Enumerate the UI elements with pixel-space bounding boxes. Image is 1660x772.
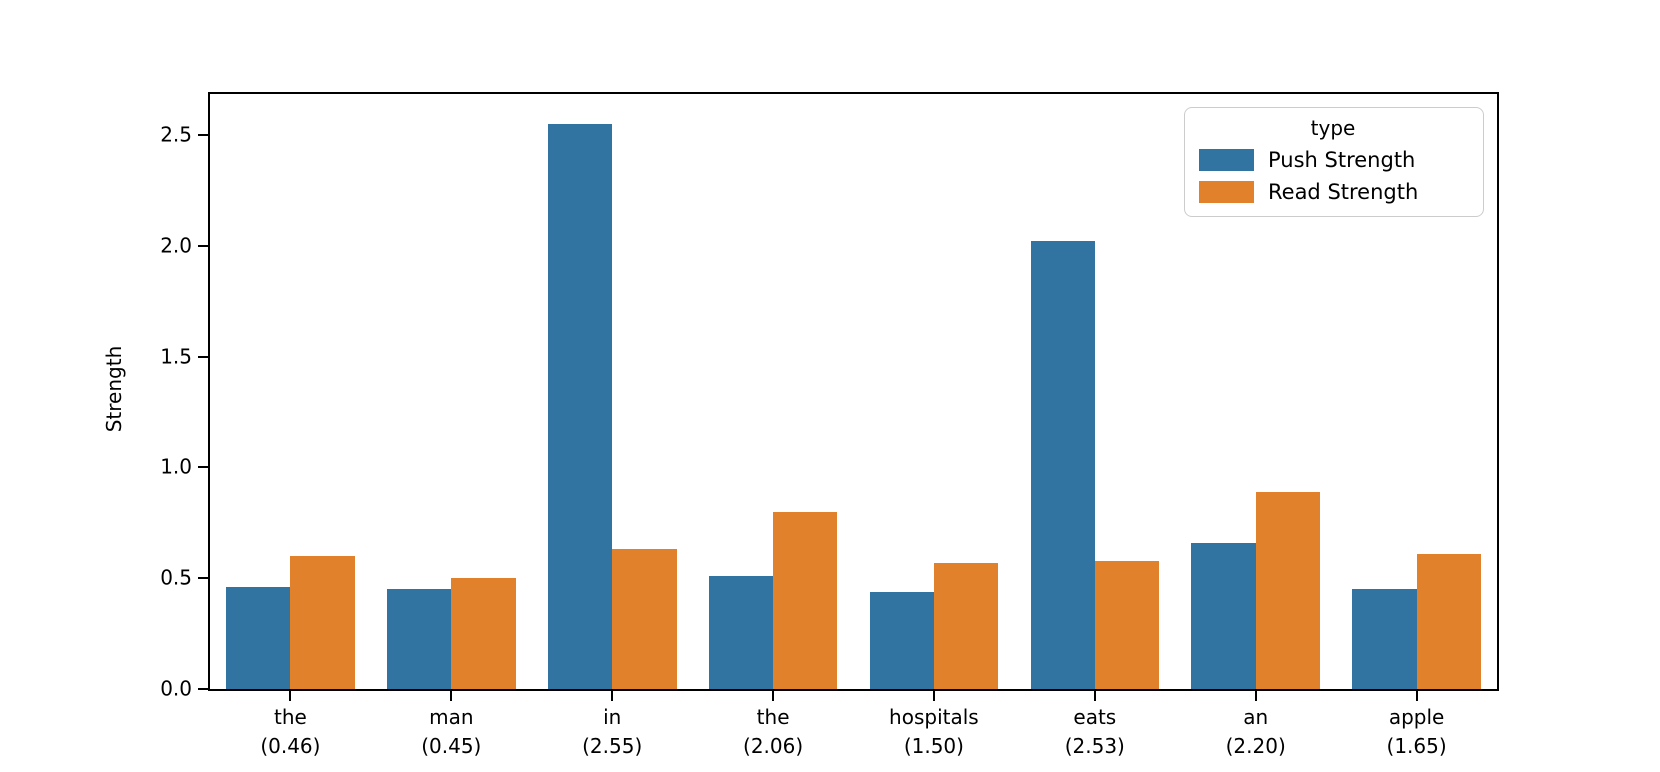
y-axis-label: Strength: [102, 345, 126, 433]
read-strength-bar-apple-7: [1416, 553, 1481, 689]
x-tick-label-the-3: the (2.06): [743, 703, 803, 761]
read-strength-bar-man-1: [451, 578, 516, 689]
category-word: the: [756, 705, 790, 729]
category-word: man: [429, 705, 474, 729]
push-strength-bar-an-6: [1191, 542, 1256, 689]
y-tick-label-0.0: 0.0: [160, 676, 192, 701]
push-strength-bar-the-0: [226, 587, 291, 689]
x-tick-mark-an-6: [1254, 691, 1257, 701]
x-tick-mark-man-1: [450, 691, 453, 701]
read-strength-bar-the-3: [773, 511, 838, 689]
y-tick-mark-0.5: [198, 577, 208, 580]
read-strength-bar-the-0: [290, 556, 355, 689]
read-strength-bar-hospitals-4: [933, 562, 999, 689]
x-tick-mark-eats-5: [1093, 691, 1096, 701]
x-tick-label-apple-7: apple (1.65): [1387, 703, 1447, 761]
x-tick-label-hospitals-4: hospitals (1.50): [889, 703, 979, 761]
y-tick-label-2.0: 2.0: [160, 233, 192, 258]
y-tick-label-1.5: 1.5: [160, 344, 192, 369]
legend-entry-push-strength: Push Strength: [1199, 148, 1467, 172]
category-word: an: [1243, 705, 1269, 729]
category-value: (0.45): [421, 734, 482, 758]
category-value: (1.50): [903, 734, 964, 758]
push-strength-bar-in-2: [547, 123, 613, 689]
push-strength-swatch: [1199, 149, 1254, 171]
category-value: (2.06): [743, 734, 804, 758]
plot-area: type Push Strength Read Strength 0.0 0.5 1…: [160, 92, 1499, 758]
category-value: (0.46): [260, 734, 321, 758]
x-tick-label-in-2: in (2.55): [582, 703, 642, 761]
push-strength-bar-hospitals-4: [869, 591, 934, 689]
read-strength-bar-an-6: [1255, 491, 1321, 689]
legend-title: type: [1310, 116, 1356, 140]
x-tick-label-eats-5: eats (2.53): [1065, 703, 1125, 761]
x-tick-mark-the-0: [289, 691, 292, 701]
y-tick-mark-1.0: [198, 466, 208, 469]
category-value: (1.65): [1386, 734, 1447, 758]
category-word: hospitals: [889, 705, 979, 729]
push-strength-bar-apple-7: [1352, 589, 1417, 689]
y-tick-label-1.0: 1.0: [160, 454, 192, 479]
push-strength-bar-the-3: [708, 576, 774, 689]
legend-entry-read-strength: Read Strength: [1199, 180, 1467, 204]
y-tick-mark-1.5: [198, 355, 208, 358]
x-tick-label-an-6: an (2.20): [1226, 703, 1286, 761]
x-tick-mark-hospitals-4: [932, 691, 935, 701]
push-strength-bar-eats-5: [1030, 241, 1095, 689]
category-word: apple: [1388, 705, 1445, 729]
read-strength-bar-in-2: [612, 549, 677, 689]
category-value: (2.20): [1225, 734, 1286, 758]
y-tick-label-0.5: 0.5: [160, 565, 192, 590]
x-tick-label-man-1: man (0.45): [421, 703, 481, 761]
category-value: (2.53): [1064, 734, 1125, 758]
category-word: in: [603, 705, 622, 729]
legend: type Push Strength Read Strength: [1184, 107, 1484, 217]
x-tick-label-the-0: the (0.46): [260, 703, 320, 761]
x-tick-mark-apple-7: [1415, 691, 1418, 701]
y-tick-mark-2.0: [198, 244, 208, 247]
push-strength-bar-man-1: [387, 589, 452, 689]
category-word: the: [273, 705, 307, 729]
category-value: (2.55): [582, 734, 643, 758]
read-strength-bar-eats-5: [1094, 560, 1160, 689]
y-tick-mark-2.5: [198, 134, 208, 136]
x-tick-mark-in-2: [611, 691, 614, 701]
category-word: eats: [1073, 705, 1117, 729]
x-tick-mark-the-3: [772, 691, 775, 701]
read-strength-swatch: [1199, 181, 1254, 203]
legend-label-read-strength: Read Strength: [1268, 180, 1419, 204]
y-tick-mark-0.0: [198, 688, 208, 690]
y-tick-label-2.5: 2.5: [160, 122, 192, 147]
legend-label-push-strength: Push Strength: [1268, 148, 1416, 172]
